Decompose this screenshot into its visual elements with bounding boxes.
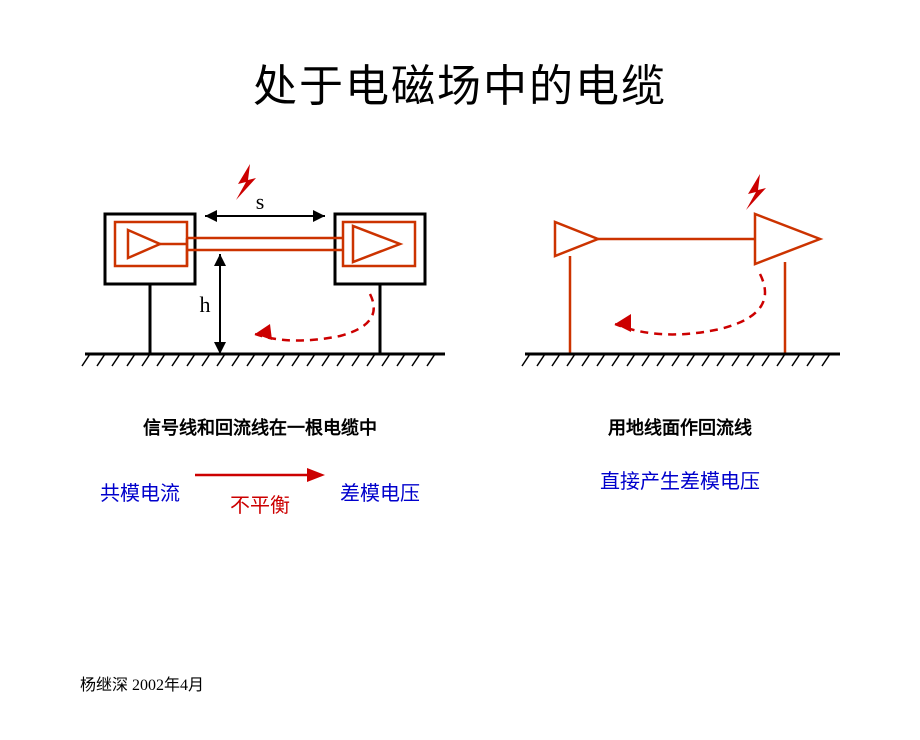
right-caption: 用地线面作回流线 xyxy=(500,414,860,440)
lightning-icon-right xyxy=(746,174,766,210)
s-arrow-left xyxy=(205,210,217,222)
s-label: s xyxy=(256,189,265,214)
dashed-loop-left xyxy=(255,294,374,341)
caption-row: 信号线和回流线在一根电缆中 用地线面作回流线 xyxy=(0,414,920,440)
flow-row: 共模电流 不平衡 差模电压 直接产生差模电压 xyxy=(0,465,920,518)
footer-text: 杨继深 2002年4月 xyxy=(80,671,204,695)
right-diagram xyxy=(500,154,860,384)
lightning-icon xyxy=(236,164,256,200)
page-title: 处于电磁场中的电缆 xyxy=(0,50,920,114)
flow-left: 共模电流 不平衡 差模电压 xyxy=(60,465,460,518)
imbalance-label: 不平衡 xyxy=(230,489,290,518)
common-mode-label: 共模电流 xyxy=(100,477,180,506)
right-box-outer xyxy=(335,214,425,284)
ground-hatch-left xyxy=(82,354,435,366)
diagram-row: s h xyxy=(0,154,920,384)
right-left-triangle xyxy=(555,222,598,256)
loop-arrowhead-right xyxy=(615,314,631,332)
dashed-loop-right xyxy=(615,274,765,334)
direct-diff-label: 直接产生差模电压 xyxy=(600,471,760,493)
left-caption: 信号线和回流线在一根电缆中 xyxy=(60,414,460,440)
left-diagram-svg: s h xyxy=(60,154,460,384)
h-arrow-bottom xyxy=(214,342,226,354)
h-arrow-top xyxy=(214,254,226,266)
left-diagram: s h xyxy=(60,154,460,384)
ground-hatch-right xyxy=(522,354,830,366)
loop-arrowhead-left xyxy=(255,324,272,340)
diff-voltage-label: 差模电压 xyxy=(340,477,420,506)
flow-right: 直接产生差模电压 xyxy=(500,465,860,518)
s-arrow-right xyxy=(313,210,325,222)
right-triangle-icon xyxy=(353,226,400,262)
h-label: h xyxy=(200,292,211,317)
flow-arrow: 不平衡 xyxy=(195,465,325,518)
left-triangle-icon xyxy=(128,230,160,258)
right-right-triangle xyxy=(755,214,820,264)
right-diagram-svg xyxy=(500,154,860,384)
